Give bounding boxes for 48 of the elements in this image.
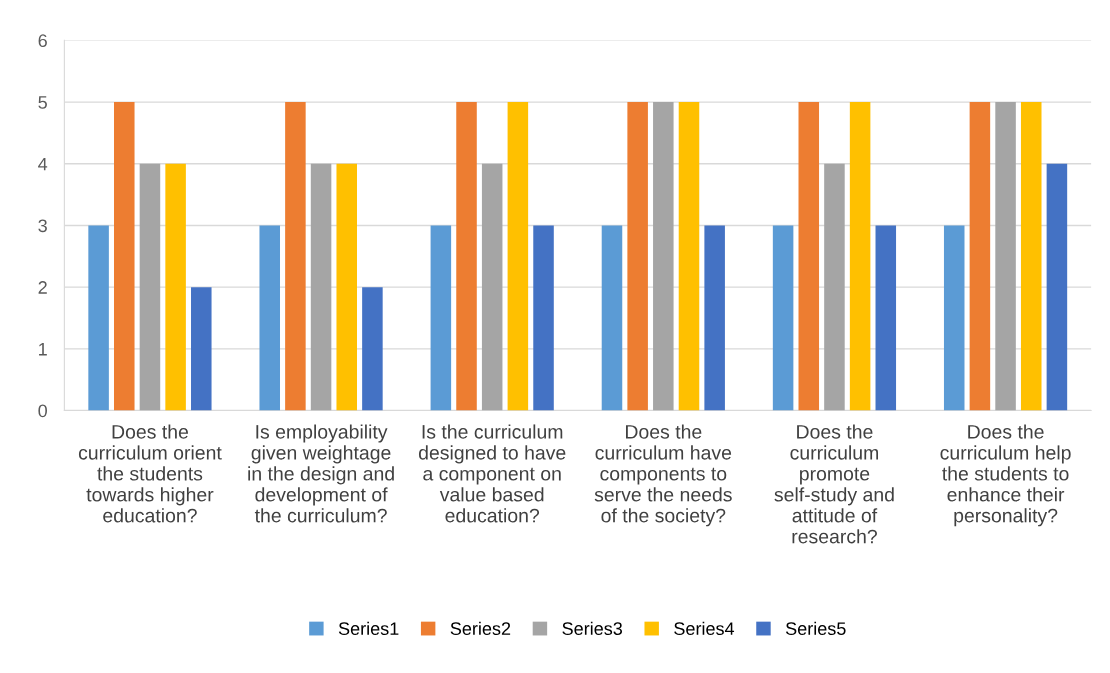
legend-label: Series4: [674, 621, 735, 636]
bar: [824, 163, 845, 411]
bar: [653, 102, 674, 411]
y-tick-label: 4: [38, 157, 48, 171]
bar: [849, 102, 871, 411]
bar: [772, 225, 794, 411]
x-tick-label: Does the curriculum orient the students towards higher education?: [78, 424, 222, 523]
x-tick-label: Is employability given weightage in the design and development of the curriculum?: [248, 424, 394, 523]
legend-label: Series3: [562, 621, 623, 636]
bar: [943, 225, 965, 411]
bar: [310, 163, 332, 411]
bar: [88, 225, 109, 411]
bar: [969, 102, 991, 411]
bar: [285, 102, 306, 411]
bar: [114, 102, 135, 411]
bar: [507, 102, 529, 411]
y-tick-label: 3: [38, 219, 47, 233]
y-tick-label: 0: [38, 404, 48, 418]
bar: [481, 163, 503, 411]
y-tick-label: 2: [38, 281, 47, 294]
bar: [430, 225, 452, 411]
bar: [1046, 163, 1068, 411]
bar: [704, 225, 725, 411]
x-tick-label: Is the curriculum designed to have a component on value based education?: [418, 424, 566, 523]
bar: [995, 102, 1016, 411]
x-tick-label: Does the curriculum help the students to enhance their personality?: [940, 424, 1071, 527]
bar: [533, 225, 554, 411]
y-tick-label: 5: [38, 96, 47, 109]
bar: [336, 163, 357, 411]
legend-label: Series5: [785, 621, 846, 636]
bar: [875, 225, 897, 411]
bar: [601, 225, 623, 411]
bar: [1020, 102, 1042, 411]
bar: [165, 163, 186, 411]
bar: [456, 102, 477, 411]
bar: [259, 225, 280, 411]
bar: [139, 163, 161, 411]
legend-label: Series1: [338, 621, 399, 636]
legend-label: Series2: [450, 621, 511, 636]
bar: [362, 287, 383, 411]
bar: [191, 287, 212, 411]
x-tick-label: Does the curriculum promote self-study and attitude of research?: [774, 424, 894, 544]
bar: [627, 102, 648, 411]
bar: [798, 102, 820, 411]
y-tick-label: 6: [38, 34, 47, 48]
y-tick-label: 1: [39, 342, 47, 356]
x-tick-label: Does the curriculum have components to serve the needs of the society?: [594, 424, 732, 527]
bar: [678, 102, 700, 411]
